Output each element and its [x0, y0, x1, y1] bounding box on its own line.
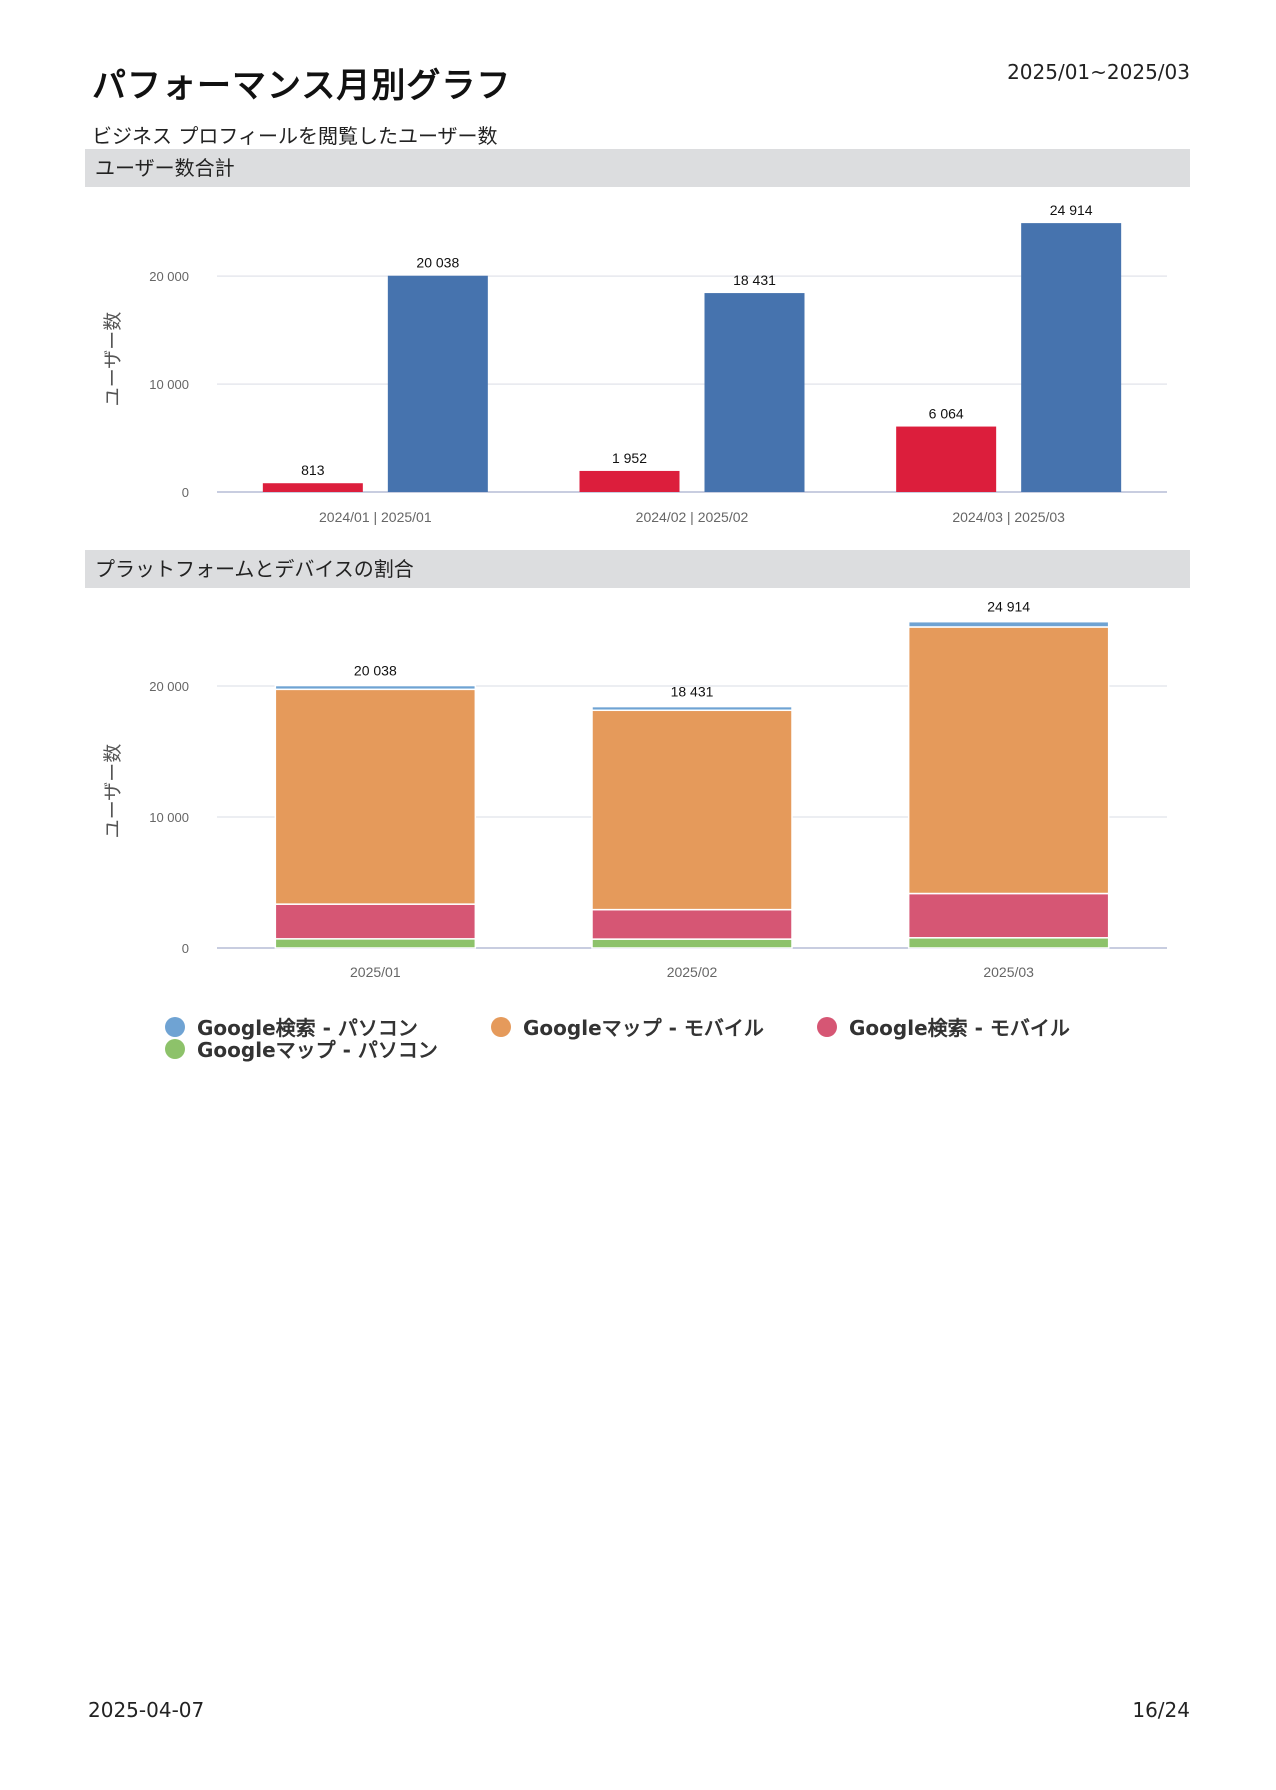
- legend-item: Googleマップ - パソコン: [165, 1034, 438, 1063]
- stacked-bar-segment: [907, 620, 1110, 628]
- y-axis-label: ユーザー数: [102, 744, 124, 839]
- x-tick-label: 2025/02: [667, 964, 718, 980]
- stacked-bar-segment: [274, 684, 477, 691]
- page-subtitle: ビジネス プロフィールを閲覧したユーザー数: [92, 124, 498, 148]
- page-number: 16/24: [1132, 1698, 1190, 1722]
- section-total-users: ユーザー数合計: [85, 149, 1190, 187]
- y-tick-label: 20 000: [149, 269, 189, 284]
- legend-item: Google検索 - パソコン: [165, 1012, 418, 1041]
- stacked-bar-segment: [274, 903, 477, 940]
- bar: [896, 426, 997, 492]
- bar-value-label: 1 952: [612, 450, 647, 466]
- footer-date: 2025-04-07: [88, 1698, 205, 1722]
- page-title: パフォーマンス月別グラフ: [92, 66, 512, 106]
- x-tick-label: 2025/03: [983, 964, 1034, 980]
- bar-total-label: 24 914: [987, 600, 1030, 615]
- bar-value-label: 813: [301, 462, 325, 478]
- x-tick-label: 2024/03 | 2025/03: [952, 509, 1065, 525]
- y-tick-label: 0: [182, 485, 189, 500]
- y-tick-label: 20 000: [149, 679, 189, 694]
- legend-item: Google検索 - モバイル: [817, 1012, 1070, 1041]
- bar-total-label: 20 038: [354, 663, 397, 679]
- legend-label: Google検索 - モバイル: [849, 1016, 1070, 1040]
- y-tick-label: 10 000: [149, 377, 189, 392]
- legend-label: Google検索 - パソコン: [197, 1016, 418, 1040]
- legend-label: Googleマップ - モバイル: [523, 1016, 764, 1040]
- stacked-bar-segment: [907, 892, 1110, 939]
- x-tick-label: 2025/01: [350, 964, 401, 980]
- platform-device-stacked-chart: 0 10 000 20 000 ユーザー数 20 038 2025/01 18 431 202…: [102, 600, 1167, 980]
- report-period: 2025/01~2025/03: [1007, 60, 1190, 84]
- bar-value-label: 24 914: [1050, 202, 1093, 218]
- stacked-bar-segment: [274, 938, 477, 949]
- bar-value-label: 20 038: [416, 255, 459, 271]
- bar-value-label: 18 431: [733, 272, 776, 288]
- stacked-bar-segment: [274, 688, 477, 905]
- x-tick-label: 2024/01 | 2025/01: [319, 509, 432, 525]
- bar: [262, 483, 363, 492]
- stacked-bar-segment: [591, 709, 793, 911]
- bar: [704, 293, 805, 492]
- legend-swatch: [817, 1016, 837, 1037]
- bar-value-label: 6 064: [929, 406, 964, 422]
- bar: [387, 275, 488, 492]
- y-axis-label: ユーザー数: [102, 312, 124, 407]
- stacked-bar-segment: [591, 908, 793, 940]
- stacked-bar-segment: [591, 705, 793, 712]
- total-users-bar-chart: 0 10 000 20 000 ユーザー数 813 20 038 2024/01 | 202…: [102, 202, 1167, 525]
- bar: [579, 470, 680, 492]
- bar-total-label: 18 431: [671, 684, 714, 700]
- bar: [1021, 223, 1122, 493]
- y-tick-label: 10 000: [149, 810, 189, 825]
- stacked-bar-segment: [907, 937, 1110, 949]
- legend-swatch: [165, 1038, 185, 1059]
- stacked-bar-segment: [591, 938, 793, 949]
- stacked-bar-segment: [907, 626, 1110, 895]
- x-tick-label: 2024/02 | 2025/02: [636, 509, 749, 525]
- legend-swatch: [491, 1016, 511, 1037]
- y-tick-label: 0: [182, 941, 189, 956]
- legend-item: Googleマップ - モバイル: [491, 1012, 764, 1041]
- legend-swatch: [165, 1016, 185, 1037]
- legend-label: Googleマップ - パソコン: [197, 1038, 438, 1062]
- section-platform-device: プラットフォームとデバイスの割合: [85, 550, 1190, 588]
